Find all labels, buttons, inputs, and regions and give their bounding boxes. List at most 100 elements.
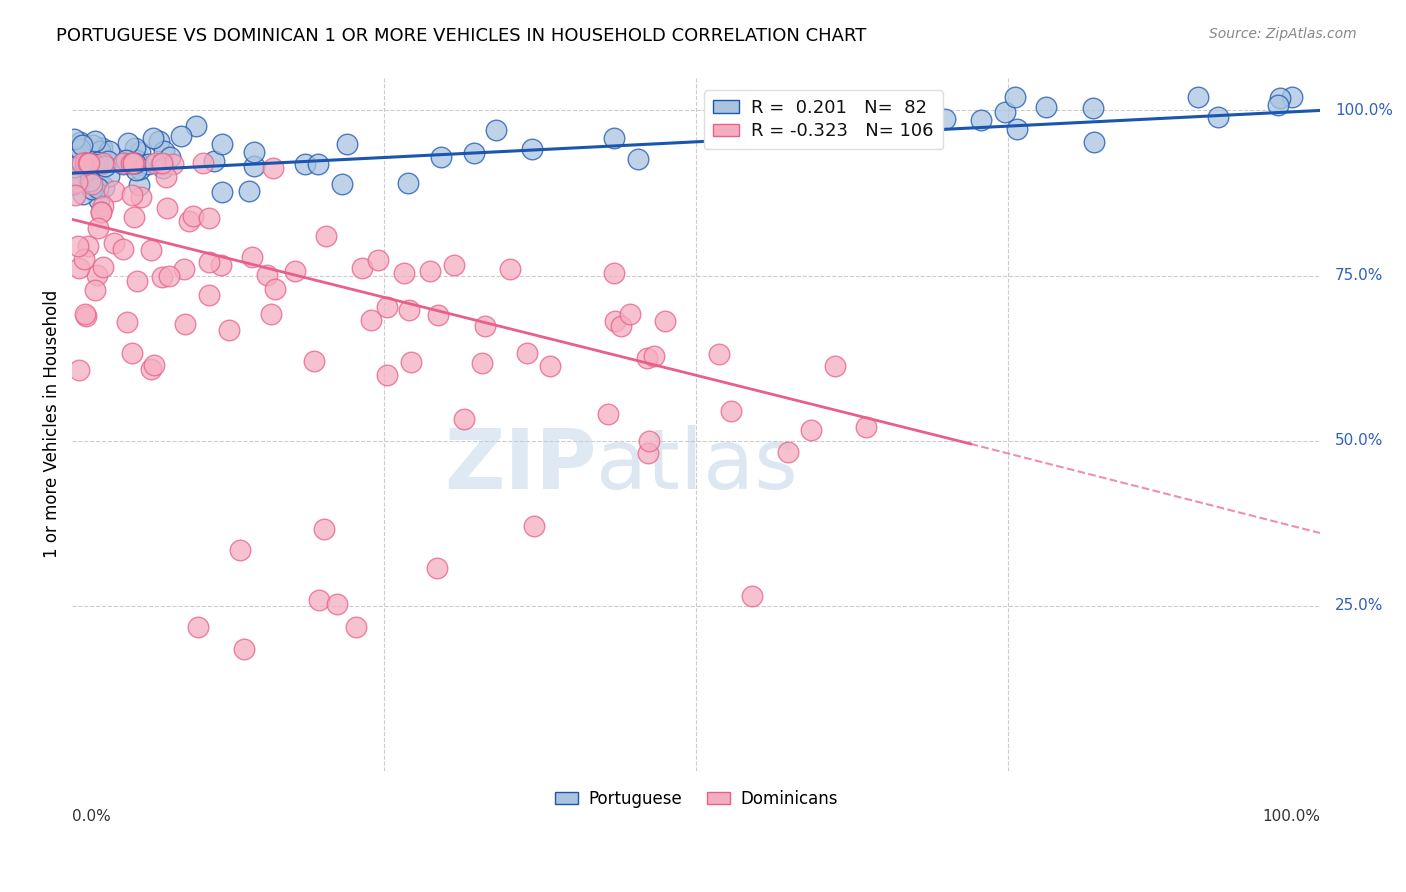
Point — [191, 156, 214, 170]
Point — [202, 154, 225, 169]
Point — [713, 129, 735, 144]
Point — [523, 518, 546, 533]
Point — [91, 260, 114, 274]
Point — [83, 134, 105, 148]
Point — [538, 359, 561, 373]
Point — [128, 178, 150, 193]
Point — [197, 255, 219, 269]
Point — [156, 201, 179, 215]
Legend: Portuguese, Dominicans: Portuguese, Dominicans — [548, 783, 844, 814]
Point — [77, 156, 100, 170]
Point — [1081, 102, 1104, 116]
Point — [120, 156, 142, 170]
Point — [463, 145, 485, 160]
Point — [720, 403, 742, 417]
Point — [66, 169, 89, 184]
Point — [824, 359, 846, 373]
Point — [314, 522, 336, 536]
Point — [82, 138, 104, 153]
Point — [1270, 90, 1292, 104]
Point — [443, 258, 465, 272]
Point — [619, 307, 641, 321]
Point — [86, 154, 108, 169]
Point — [124, 156, 146, 170]
Point — [228, 542, 250, 557]
Point — [242, 159, 264, 173]
Point — [157, 269, 180, 284]
Point — [75, 156, 97, 170]
Point — [87, 193, 110, 207]
Point — [138, 156, 160, 170]
Point — [90, 205, 112, 219]
Point — [70, 156, 93, 170]
Point — [77, 239, 100, 253]
Point — [799, 424, 821, 438]
Text: PORTUGUESE VS DOMINICAN 1 OR MORE VEHICLES IN HOUSEHOLD CORRELATION CHART: PORTUGUESE VS DOMINICAN 1 OR MORE VEHICL… — [56, 27, 866, 45]
Point — [336, 136, 359, 151]
Point — [139, 362, 162, 376]
Point — [98, 144, 121, 158]
Point — [516, 346, 538, 360]
Point — [367, 252, 389, 267]
Point — [392, 266, 415, 280]
Point — [97, 154, 120, 169]
Point — [112, 157, 135, 171]
Point — [72, 137, 94, 152]
Point — [209, 258, 232, 272]
Text: ZIP: ZIP — [444, 425, 596, 506]
Point — [302, 353, 325, 368]
Text: 50.0%: 50.0% — [1334, 434, 1384, 448]
Point — [80, 177, 103, 191]
Point — [330, 178, 353, 192]
Point — [238, 184, 260, 198]
Point — [114, 153, 136, 167]
Point — [77, 170, 100, 185]
Point — [66, 175, 89, 189]
Point — [139, 244, 162, 258]
Point — [1083, 135, 1105, 149]
Point — [76, 156, 98, 170]
Point — [596, 407, 619, 421]
Point — [173, 262, 195, 277]
Point — [419, 264, 441, 278]
Point — [426, 308, 449, 322]
Point — [129, 190, 152, 204]
Point — [115, 315, 138, 329]
Point — [396, 177, 419, 191]
Point — [262, 161, 284, 175]
Point — [142, 131, 165, 145]
Point — [179, 214, 201, 228]
Point — [602, 131, 624, 145]
Point — [121, 156, 143, 170]
Point — [103, 184, 125, 198]
Point — [142, 358, 165, 372]
Point — [474, 319, 496, 334]
Point — [87, 181, 110, 195]
Y-axis label: 1 or more Vehicles in Household: 1 or more Vehicles in Household — [44, 290, 60, 558]
Point — [125, 163, 148, 178]
Point — [603, 266, 626, 280]
Point — [294, 157, 316, 171]
Point — [307, 157, 329, 171]
Point — [63, 160, 86, 174]
Point — [67, 363, 90, 377]
Point — [1206, 110, 1229, 124]
Point — [242, 145, 264, 160]
Point — [360, 313, 382, 327]
Point — [256, 268, 278, 282]
Point — [150, 269, 173, 284]
Point — [308, 593, 330, 607]
Point — [111, 156, 134, 170]
Text: 75.0%: 75.0% — [1334, 268, 1384, 283]
Text: 100.0%: 100.0% — [1263, 809, 1320, 824]
Point — [197, 287, 219, 301]
Point — [129, 161, 152, 176]
Point — [375, 368, 398, 383]
Point — [89, 144, 111, 158]
Point — [148, 134, 170, 148]
Point — [66, 151, 89, 165]
Point — [83, 157, 105, 171]
Point — [520, 142, 543, 156]
Point — [1187, 90, 1209, 104]
Point — [741, 589, 763, 603]
